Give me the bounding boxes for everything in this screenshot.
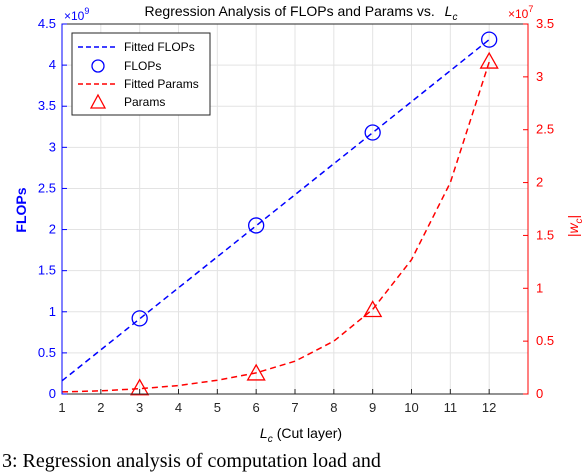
- y-left-tick-label: 1: [49, 304, 56, 319]
- flops-point: [481, 31, 498, 48]
- y-left-tick-label: 2.5: [38, 180, 56, 195]
- chart-title-prefix: Regression Analysis of FLOPs and Params …: [145, 3, 435, 19]
- x-tick-label: 6: [253, 400, 260, 415]
- x-tick-label: 12: [482, 400, 496, 415]
- x-tick-label: 9: [369, 400, 376, 415]
- y-left-tick-label: 2: [49, 222, 56, 237]
- params-point: [246, 363, 266, 381]
- y-axis-left-exponent-power: 9: [84, 6, 89, 16]
- y-axis-right-label-symbol: |w: [565, 223, 581, 238]
- plot-series: [61, 31, 499, 396]
- x-tick-label: 1: [58, 400, 65, 415]
- legend-label-params: Params: [124, 95, 165, 109]
- params-point: [363, 300, 383, 318]
- y-left-tick-label: 4.5: [38, 16, 56, 31]
- y-left-tick-label: 3.5: [38, 98, 56, 113]
- y-left-tick-label: 1.5: [38, 263, 56, 278]
- y-right-tick-label: 1.5: [536, 227, 554, 242]
- y-axis-right-exponent: ×107: [508, 4, 533, 21]
- y-axis-right-label: |wc|: [565, 215, 585, 237]
- legend: Fitted FLOPs FLOPs Fitted Params Params: [71, 32, 211, 116]
- flops-point: [364, 124, 381, 141]
- params-point: [479, 51, 499, 69]
- y-right-tick-label: 0.5: [536, 333, 554, 348]
- x-tick-label: 11: [444, 400, 458, 415]
- y-axis-left-label: FLOPs: [13, 187, 29, 232]
- x-tick-label: 4: [175, 400, 182, 415]
- chart-title-symbol: L: [445, 3, 453, 19]
- legend-label-flops: FLOPs: [124, 59, 161, 73]
- y-left-tick-label: 0.5: [38, 345, 56, 360]
- x-axis-label-symbol: L: [260, 425, 268, 441]
- x-axis-label-subscript: c: [268, 434, 273, 445]
- x-tick-label: 2: [97, 400, 104, 415]
- fitted-params-curve: [61, 61, 490, 393]
- x-tick-label: 3: [136, 400, 143, 415]
- x-axis-label: Lc (Cut layer): [260, 425, 342, 445]
- x-tick-label: 7: [291, 400, 298, 415]
- fitted-flops-line: [61, 39, 490, 382]
- y-axis-left-exponent: ×109: [64, 6, 89, 23]
- legend-label-fitted-flops: Fitted FLOPs: [124, 40, 195, 54]
- chart-title-subscript: c: [452, 12, 457, 23]
- y-left-tick-label: 4: [49, 57, 56, 72]
- legend-swatch-params: [89, 93, 107, 109]
- x-tick-label: 10: [404, 400, 418, 415]
- y-axis-right-exponent-power: 7: [528, 4, 533, 14]
- y-axis-right-exponent-base: ×10: [508, 7, 529, 21]
- figure-caption: 3: Regression analysis of computation lo…: [2, 450, 381, 472]
- y-right-tick-label: 0: [536, 386, 543, 401]
- y-axis-right-label-subscript: c: [574, 218, 585, 223]
- y-right-tick-label: 2: [536, 175, 543, 190]
- legend-label-fitted-params: Fitted Params: [124, 77, 199, 91]
- flops-point: [131, 310, 148, 327]
- axes: 1 2 3 4 5 6 7 8 9 10 11 1200.511.522.533.544.500.51…: [38, 16, 554, 415]
- y-left-tick-label: 3: [49, 139, 56, 154]
- y-right-tick-label: 3.5: [536, 16, 554, 31]
- params-point: [130, 378, 150, 396]
- y-left-tick-label: 0: [49, 386, 56, 401]
- x-tick-label: 5: [214, 400, 221, 415]
- y-right-tick-label: 1: [536, 280, 543, 295]
- y-right-tick-label: 3: [536, 69, 543, 84]
- flops-point: [248, 217, 265, 234]
- regression-chart: 1 2 3 4 5 6 7 8 9 10 11 1200.511.522.533.544.500.51…: [13, 3, 585, 445]
- x-tick-label: 8: [330, 400, 337, 415]
- y-axis-left-exponent-base: ×10: [64, 9, 85, 23]
- chart-title: Regression Analysis of FLOPs and Params …: [145, 3, 458, 23]
- y-axis-right-label-end: |: [565, 215, 581, 219]
- legend-swatch-flops: [91, 59, 105, 73]
- y-right-tick-label: 2.5: [536, 122, 554, 137]
- x-axis-label-suffix: (Cut layer): [277, 425, 342, 441]
